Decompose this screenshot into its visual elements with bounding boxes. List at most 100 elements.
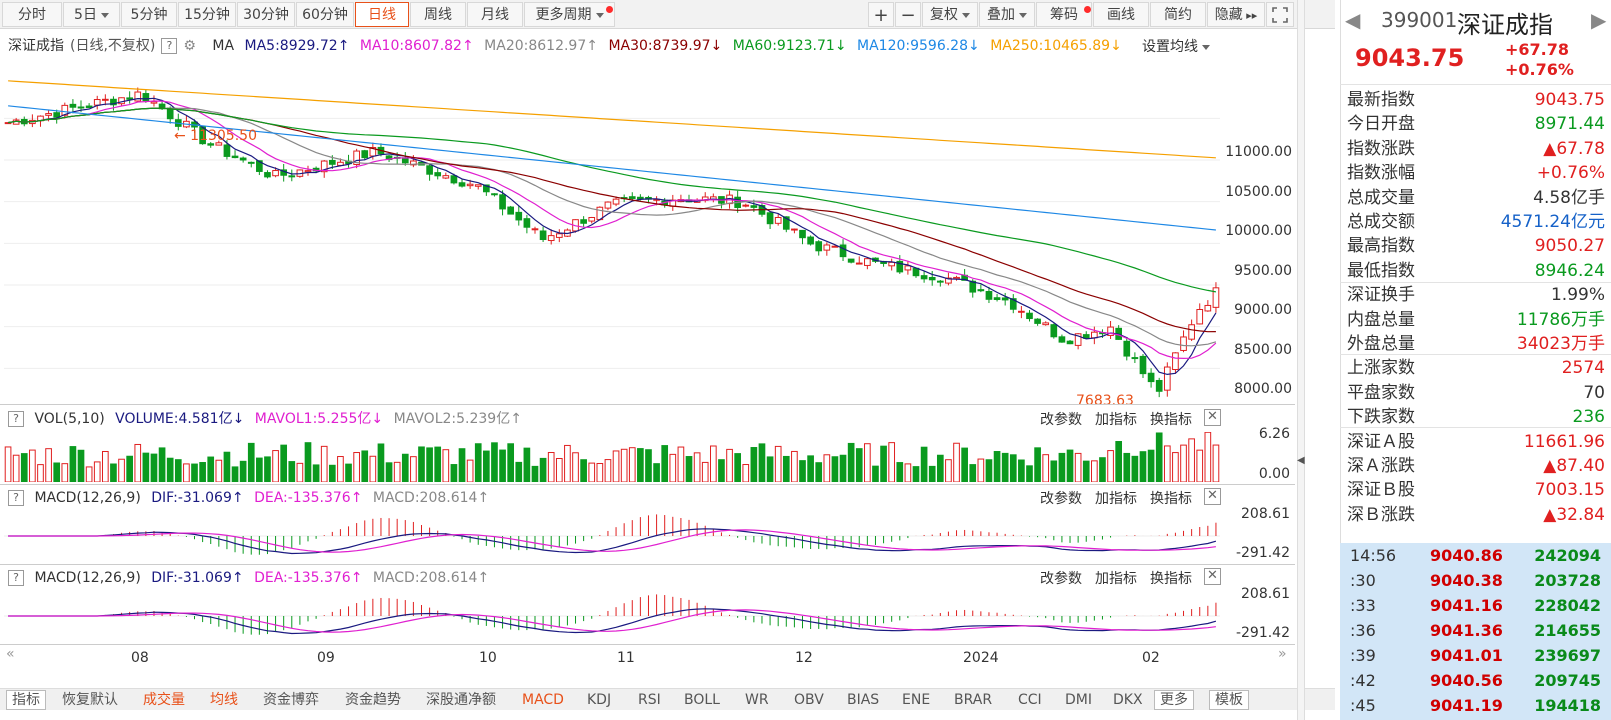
period-weekly[interactable]: 周线 — [410, 2, 466, 27]
volume-bar — [637, 448, 644, 482]
close-icon[interactable]: ✕ — [1204, 488, 1221, 505]
volume-value: VOLUME:4.581亿 — [115, 411, 233, 427]
macd2-switch-indicator-button[interactable]: 换指标 — [1150, 571, 1192, 587]
tab-northbound[interactable]: 深股通净额 — [426, 692, 496, 708]
macd-name: MACD(12,26,9) — [34, 570, 141, 586]
help-icon[interactable]: ? — [8, 490, 24, 506]
tab-reset[interactable]: 恢复默认 — [62, 692, 118, 708]
quote-row: 最低指数 8946.24 — [1347, 259, 1605, 284]
high-marker: ← 11305.50 — [174, 128, 257, 144]
scroll-right-icon[interactable]: » — [1278, 646, 1287, 662]
quote-label: 指数涨跌 — [1347, 138, 1415, 159]
period-60min[interactable]: 60分钟 — [296, 2, 354, 27]
tab-boll[interactable]: BOLL — [684, 692, 720, 708]
tab-cci[interactable]: CCI — [1018, 692, 1042, 708]
candle-body — [474, 184, 482, 187]
volume-bar — [280, 444, 288, 482]
volume-bar — [872, 465, 879, 482]
tab-volume[interactable]: 成交量 — [143, 692, 185, 708]
tab-ma[interactable]: 均线 — [210, 692, 238, 708]
tab-capital-trend[interactable]: 资金趋势 — [345, 692, 401, 708]
draw-line-button[interactable]: 画线 — [1093, 2, 1149, 27]
macd-params-button[interactable]: 改参数 — [1040, 491, 1082, 507]
tab-dmi[interactable]: DMI — [1065, 692, 1092, 708]
help-icon[interactable]: ? — [161, 38, 178, 54]
tab-capital-game[interactable]: 资金博弈 — [263, 692, 319, 708]
period-monthly[interactable]: 月线 — [467, 2, 523, 27]
quote-label: 下跌家数 — [1347, 407, 1415, 428]
volume-bar — [1034, 447, 1041, 482]
macd-add-indicator-button[interactable]: 加指标 — [1095, 491, 1137, 507]
panel-splitter[interactable] — [1297, 0, 1305, 720]
chips-button[interactable]: 筹码 — [1036, 2, 1092, 27]
quote-row: 深证Ｂ股 7003.15 — [1347, 478, 1605, 503]
tab-macd[interactable]: MACD — [522, 692, 564, 708]
overlay-button[interactable]: 叠加 — [979, 2, 1035, 27]
macd-chart-2[interactable] — [4, 588, 1220, 644]
volume-bar — [685, 456, 693, 482]
help-icon[interactable]: ? — [8, 570, 24, 586]
close-icon[interactable]: ✕ — [1204, 409, 1221, 426]
fullscreen-button[interactable] — [1266, 2, 1294, 27]
price-tick: 9000.00 — [1234, 302, 1292, 318]
tab-kdj[interactable]: KDJ — [587, 692, 612, 708]
arrow-up-icon: ↑ — [350, 490, 363, 506]
tab-brar[interactable]: BRAR — [954, 692, 993, 708]
scroll-left-icon[interactable]: « — [6, 646, 15, 662]
period-5min[interactable]: 5分钟 — [121, 2, 177, 27]
tab-bias[interactable]: BIAS — [847, 692, 880, 708]
more-periods-button[interactable]: 更多周期 — [524, 2, 615, 27]
volume-bar — [369, 455, 377, 482]
gear-icon[interactable]: ⚙ — [183, 38, 196, 54]
tab-rsi[interactable]: RSI — [638, 692, 661, 708]
tab-wr[interactable]: WR — [745, 692, 769, 708]
zoom-out-button[interactable]: − — [895, 2, 921, 27]
quote-value: ▲67.78 — [1543, 138, 1605, 159]
quote-label: 外盘总量 — [1347, 334, 1415, 354]
tab-ene[interactable]: ENE — [902, 692, 931, 708]
quote-label: 最低指数 — [1347, 260, 1415, 281]
volume-chart[interactable] — [4, 432, 1220, 482]
tab-template[interactable]: 模板 — [1209, 690, 1249, 710]
period-fenshi[interactable]: 分时 — [2, 2, 62, 27]
candle-body — [612, 198, 620, 205]
hide-button[interactable]: 隐藏 ▸▸ — [1207, 2, 1265, 27]
close-icon[interactable]: ✕ — [1204, 568, 1221, 585]
tick-row: :39 9041.01 239697 — [1340, 643, 1611, 668]
period-daily[interactable]: 日线 — [355, 2, 409, 27]
tab-indicator[interactable]: 指标 — [6, 690, 46, 710]
volume-bar — [1066, 449, 1074, 482]
help-icon[interactable]: ? — [8, 411, 24, 427]
macd2-add-indicator-button[interactable]: 加指标 — [1095, 571, 1137, 587]
tab-more[interactable]: 更多 — [1154, 690, 1194, 710]
volume-bar — [1001, 452, 1009, 482]
vol-add-indicator-button[interactable]: 加指标 — [1095, 412, 1137, 428]
candle-body — [426, 165, 433, 175]
macd-chart[interactable] — [4, 508, 1220, 564]
collapse-arrow-icon[interactable]: ◀ — [1297, 455, 1305, 466]
ma-settings-button[interactable]: 设置均线 — [1142, 36, 1210, 56]
tick-price: 9041.19 — [1430, 696, 1503, 715]
volume-bar — [377, 443, 385, 482]
adjust-button[interactable]: 复权 — [922, 2, 978, 27]
macd2-params-button[interactable]: 改参数 — [1040, 571, 1082, 587]
period-5day[interactable]: 5日 — [63, 2, 120, 27]
volume-bar — [1139, 451, 1147, 482]
simple-button[interactable]: 简约 — [1150, 2, 1206, 27]
vol-params-button[interactable]: 改参数 — [1040, 412, 1082, 428]
period-15min[interactable]: 15分钟 — [178, 2, 236, 27]
macd-switch-indicator-button[interactable]: 换指标 — [1150, 491, 1192, 507]
ma20-value: MA20:8612.97 — [484, 38, 587, 54]
volume-bar — [847, 442, 855, 482]
prev-icon[interactable]: ◀ — [1345, 8, 1361, 32]
next-icon[interactable]: ▶ — [1591, 8, 1607, 32]
tab-dkx[interactable]: DKX — [1113, 692, 1143, 708]
zoom-in-button[interactable]: + — [868, 2, 894, 27]
tick-list[interactable]: 14:56 9040.86 242094:30 9040.38 203728:33 904… — [1340, 543, 1611, 720]
vol-switch-indicator-button[interactable]: 换指标 — [1150, 412, 1192, 428]
period-30min[interactable]: 30分钟 — [237, 2, 295, 27]
candlestick-chart[interactable]: ← 11305.50 7683.63 — [4, 60, 1220, 410]
tab-obv[interactable]: OBV — [794, 692, 824, 708]
chart-area: 深证成指 (日线,不复权)? ⚙ MA MA5:8929.72↑ MA10:8607… — [0, 30, 1335, 720]
candle-body — [774, 216, 782, 224]
